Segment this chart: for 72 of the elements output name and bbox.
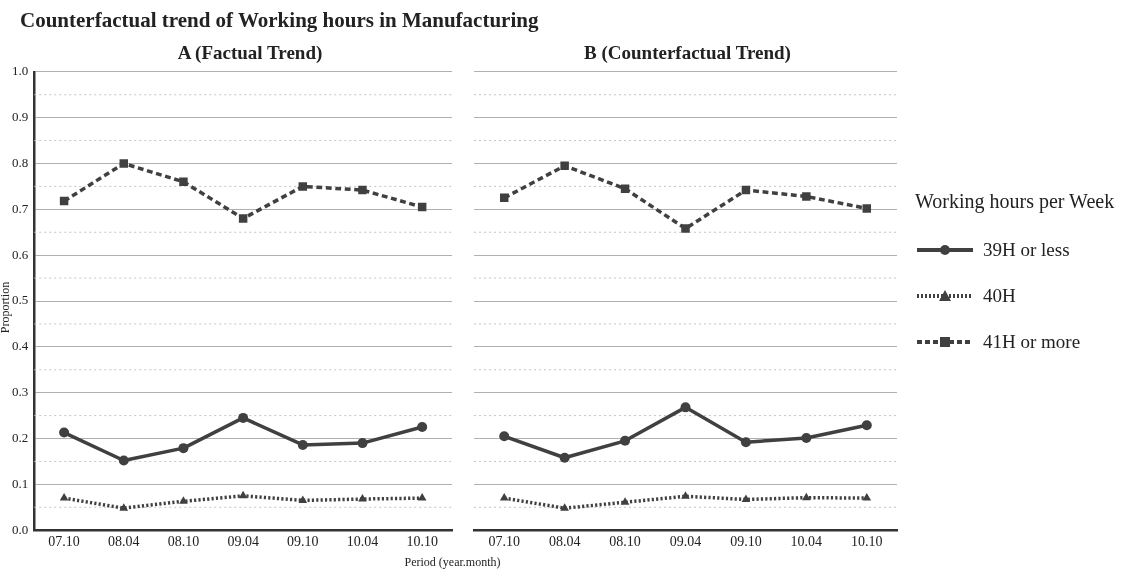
point — [499, 431, 510, 442]
x-tick-label: 10.04 — [346, 534, 379, 550]
point — [238, 412, 249, 423]
point — [620, 184, 630, 193]
point — [118, 455, 129, 466]
point — [740, 437, 751, 448]
x-tick-label: 10.10 — [851, 534, 883, 550]
y-tick-label: 0.6 — [12, 246, 29, 262]
y-tick-label: 0.9 — [12, 109, 29, 125]
point — [298, 495, 308, 503]
chart-subtitle: B (Counterfactual Trend) — [583, 42, 792, 64]
point — [560, 161, 569, 171]
point — [298, 182, 308, 191]
point — [238, 214, 248, 223]
point — [862, 493, 872, 501]
point — [357, 438, 368, 449]
point — [417, 493, 427, 501]
point — [297, 439, 308, 450]
x-tick-label: 09.10 — [730, 534, 762, 550]
y-axis-title: Proportion — [0, 281, 13, 334]
point — [417, 422, 428, 433]
legend-label: 41H or more — [983, 331, 1081, 353]
x-tick-label: 08.10 — [167, 534, 200, 550]
point — [358, 185, 367, 195]
legend-label: 40H — [983, 285, 1016, 307]
point — [862, 204, 872, 213]
point — [179, 496, 188, 504]
point — [559, 452, 570, 463]
point — [358, 494, 367, 502]
y-tick-label: 0.3 — [12, 384, 29, 400]
x-tick-label: 07.10 — [48, 534, 80, 550]
point — [681, 491, 690, 499]
chart-subtitle: A (Factual Trend) — [176, 42, 324, 64]
x-tick-label: 09.04 — [227, 534, 259, 550]
x-tick-label: 09.10 — [287, 534, 319, 550]
y-tick-label: 0.0 — [12, 521, 29, 537]
point — [179, 177, 188, 187]
point — [861, 420, 872, 431]
x-tick-label: 08.04 — [108, 534, 140, 550]
y-tick-label: 1.0 — [12, 63, 29, 79]
x-tick-label: 08.10 — [609, 534, 641, 550]
point — [238, 490, 248, 499]
legend-label: 39H or less — [983, 239, 1070, 261]
x-tick-label: 09.04 — [669, 534, 702, 550]
point — [119, 159, 129, 168]
point — [801, 433, 812, 444]
point — [681, 224, 690, 233]
y-tick-label: 0.8 — [12, 154, 29, 170]
point — [119, 503, 129, 511]
point — [560, 503, 569, 511]
y-tick-label: 0.4 — [12, 338, 29, 354]
point — [620, 435, 631, 446]
point — [802, 192, 811, 201]
x-axis-title: Period (year.month) — [403, 555, 502, 570]
point — [499, 493, 509, 501]
legend-title: Working hours per Week — [915, 190, 1115, 213]
point — [741, 494, 751, 502]
y-tick-label: 0.5 — [12, 292, 29, 308]
chart-title: Counterfactual trend of Working hours in Manufacturing — [20, 8, 539, 33]
y-tick-label: 0.1 — [12, 475, 29, 491]
y-tick-label: 0.2 — [12, 429, 29, 445]
point — [59, 427, 70, 438]
point — [59, 493, 69, 501]
point — [802, 492, 811, 501]
x-tick-label: 08.04 — [548, 534, 581, 550]
x-tick-label: 10.10 — [406, 534, 438, 550]
point — [680, 402, 691, 413]
point — [178, 443, 189, 454]
y-tick-label: 0.7 — [12, 200, 29, 216]
x-tick-label: 10.04 — [790, 534, 823, 550]
x-tick-label: 07.10 — [488, 534, 520, 550]
point — [620, 497, 630, 505]
